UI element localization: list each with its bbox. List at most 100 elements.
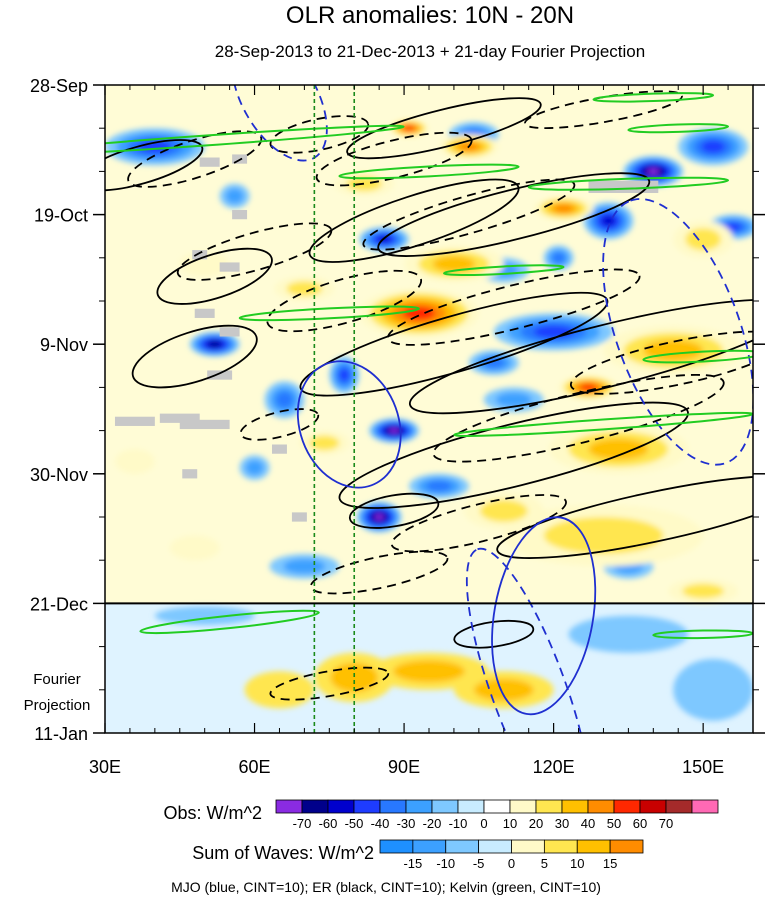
colorbar-swatch	[431, 799, 459, 814]
reference-longitude-lines	[313, 85, 356, 733]
footnote: MJO (blue, CINT=10); ER (black, CINT=10)…	[171, 879, 601, 895]
kelvin-contour	[527, 176, 730, 191]
missing-data-patch	[207, 370, 233, 380]
y-tick-label: 28-Sep	[30, 76, 88, 96]
er-contour-dashed	[309, 550, 449, 595]
colorbar-swatch	[301, 799, 329, 814]
y-tick-label: 19-Oct	[34, 206, 88, 226]
colorbar-tick-label: 10	[570, 856, 584, 871]
missing-data-patches	[114, 154, 659, 522]
obs-anomaly-blob	[169, 535, 220, 561]
y-tick-label: 11-Jan	[34, 724, 88, 744]
kelvin-contour	[139, 609, 320, 635]
kelvin-contour	[627, 123, 730, 134]
obs-anomaly-blob	[245, 460, 264, 476]
colorbar-swatch	[665, 799, 693, 814]
colorbar-swatch	[609, 839, 644, 854]
colorbar-tick-label: 5	[541, 856, 548, 871]
colorbar-tick-label: 0	[508, 856, 515, 871]
er-contour-solid	[348, 492, 440, 529]
er-contour-dashed	[176, 222, 333, 281]
projection-blob	[673, 658, 753, 721]
waves-colorbar-label: Sum of Waves: W/m^2	[192, 843, 374, 863]
colorbar-tick-label: -20	[423, 816, 442, 831]
kelvin-contour	[592, 92, 715, 103]
obs-anomaly-blob	[402, 306, 436, 321]
obs-anomaly-blob	[647, 168, 660, 175]
plot-area	[105, 85, 753, 733]
x-tick-label: 150E	[682, 757, 724, 777]
colorbar-tick-label: -50	[345, 816, 364, 831]
colorbar-tick-label: 0	[480, 816, 487, 831]
obs-anomaly-blob	[403, 125, 415, 131]
projection-blob	[473, 678, 534, 701]
colorbar-tick-label: 50	[607, 816, 621, 831]
missing-data-patch	[182, 469, 198, 479]
colorbar-swatch	[327, 799, 355, 814]
colorbar-tick-label: -70	[293, 816, 312, 831]
obs-anomaly-blob	[346, 176, 383, 192]
missing-data-patch	[219, 327, 240, 337]
x-tick-label: 90E	[388, 757, 420, 777]
x-tick-label: 60E	[239, 757, 271, 777]
obs-anomaly-blob	[374, 513, 384, 521]
missing-data-patch	[179, 419, 230, 430]
er-contour-dashed	[569, 330, 753, 395]
colorbar-tick-label: 70	[659, 816, 673, 831]
mjo-contour-solid	[296, 360, 402, 489]
colorbar-tick-label: -10	[449, 816, 468, 831]
er-contour-dashed	[432, 373, 725, 463]
projection-label-line-2: Projection	[24, 697, 91, 714]
obs-anomaly-blob	[701, 140, 725, 153]
colorbar-swatch	[379, 839, 414, 854]
obs-anomaly-blob	[275, 391, 293, 408]
colorbar-tick-label: 30	[555, 816, 569, 831]
colorbar-tick-label: 15	[603, 856, 617, 871]
y-tick-label: 21-Dec	[30, 594, 88, 614]
colorbar-tick-label: -5	[473, 856, 485, 871]
x-tick-label: 30E	[89, 757, 121, 777]
obs-anomaly-blob	[543, 517, 664, 555]
projection-blob	[244, 671, 315, 709]
obs-anomaly-blob	[114, 449, 155, 474]
colorbar-swatch	[511, 839, 545, 854]
missing-data-patch	[271, 444, 287, 454]
obs-anomaly-blob	[225, 188, 244, 204]
obs-anomaly-blob	[588, 438, 649, 460]
axes: 30E 60E 90E 120E 150E 28-Sep 19-Oct 9-Nov 30-Nov…	[30, 76, 765, 777]
missing-data-patch	[192, 250, 208, 260]
kelvin-contour	[338, 163, 520, 180]
colorbar-tick-label: -10	[436, 856, 455, 871]
obs-anomaly-blob	[389, 428, 400, 434]
colorbar-tick-label: -60	[319, 816, 338, 831]
obs-anomaly-blob	[552, 252, 566, 264]
er-contour-solid	[156, 247, 273, 305]
obs-anomaly-blob	[479, 499, 528, 522]
missing-data-patch	[159, 413, 200, 423]
er-contour-dashed	[239, 408, 320, 441]
colorbar-swatch	[275, 799, 303, 814]
obs-anomaly-blob	[309, 435, 340, 451]
colorbar-swatch	[639, 799, 667, 814]
colorbar-tick-label: 60	[633, 816, 647, 831]
kelvin-contour	[238, 305, 420, 322]
missing-data-patch	[199, 157, 220, 167]
mjo-contour-dashed	[602, 198, 753, 466]
er-contour-solid	[105, 139, 204, 192]
kelvin-contour	[105, 124, 405, 157]
obs-anomaly-blob	[208, 341, 221, 348]
y-tick-label: 30-Nov	[30, 465, 88, 485]
er-contour-solid	[299, 291, 609, 397]
mjo-contour-dashed	[465, 547, 592, 733]
obs-anomaly-blob	[495, 392, 532, 408]
obs-anomaly-blob	[286, 281, 323, 297]
colorbar-swatch	[613, 799, 641, 814]
missing-data-patch	[291, 512, 307, 522]
projection-label-line-1: Fourier	[33, 671, 81, 688]
colorbar-tick-label: 10	[503, 816, 517, 831]
obs-colorbar: -70 -60 -50 -40 -30 -20 -10 0 10 20 30 40 50 60 70	[275, 799, 719, 831]
y-tick-label: 9-Nov	[40, 335, 88, 355]
obs-anomaly-blob	[724, 222, 742, 232]
projection-blob	[154, 606, 255, 625]
